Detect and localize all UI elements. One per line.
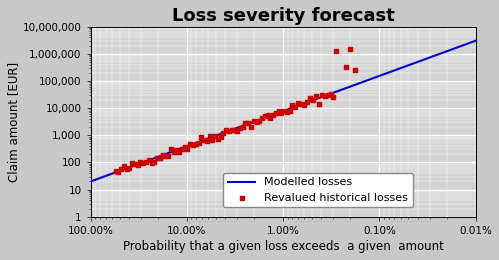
Revalued historical losses: [346, 47, 354, 51]
Revalued historical losses: [189, 143, 197, 147]
Modelled losses: [290, 106, 296, 109]
Revalued historical losses: [286, 109, 294, 113]
Revalued historical losses: [203, 139, 211, 143]
Revalued historical losses: [242, 121, 250, 125]
Revalued historical losses: [306, 96, 314, 100]
Revalued historical losses: [142, 160, 150, 164]
Revalued historical losses: [351, 68, 359, 72]
Revalued historical losses: [228, 128, 236, 132]
Revalued historical losses: [323, 93, 331, 98]
Revalued historical losses: [309, 98, 317, 102]
Revalued historical losses: [222, 128, 230, 132]
Revalued historical losses: [269, 113, 277, 118]
Revalued historical losses: [153, 156, 161, 160]
Revalued historical losses: [277, 111, 285, 115]
Revalued historical losses: [214, 137, 222, 141]
Revalued historical losses: [294, 101, 302, 106]
Revalued historical losses: [220, 131, 228, 135]
Revalued historical losses: [244, 121, 252, 125]
Revalued historical losses: [318, 93, 326, 97]
Modelled losses: [264, 115, 270, 119]
Revalued historical losses: [288, 104, 296, 108]
Revalued historical losses: [312, 94, 320, 98]
Revalued historical losses: [258, 115, 266, 120]
Revalued historical losses: [134, 163, 142, 167]
Revalued historical losses: [321, 94, 329, 98]
Revalued historical losses: [175, 150, 183, 154]
Revalued historical losses: [261, 114, 269, 118]
Revalued historical losses: [128, 161, 136, 165]
Revalued historical losses: [164, 154, 172, 158]
Revalued historical losses: [197, 135, 205, 139]
Revalued historical losses: [326, 92, 334, 96]
Revalued historical losses: [145, 158, 153, 162]
Revalued historical losses: [329, 95, 337, 99]
Revalued historical losses: [303, 100, 311, 104]
Revalued historical losses: [283, 110, 291, 114]
Revalued historical losses: [315, 102, 323, 106]
Line: Modelled losses: Modelled losses: [91, 41, 476, 181]
Revalued historical losses: [156, 156, 164, 160]
Revalued historical losses: [332, 49, 340, 53]
X-axis label: Probability that a given loss exceeds  a given  amount: Probability that a given loss exceeds a …: [123, 240, 444, 253]
Revalued historical losses: [114, 170, 122, 174]
Revalued historical losses: [120, 164, 128, 168]
Revalued historical losses: [139, 161, 147, 165]
Revalued historical losses: [123, 167, 131, 171]
Revalued historical losses: [250, 119, 258, 123]
Revalued historical losses: [131, 161, 139, 166]
Revalued historical losses: [225, 128, 233, 133]
Revalued historical losses: [181, 145, 189, 149]
Revalued historical losses: [252, 120, 260, 124]
Revalued historical losses: [137, 160, 145, 164]
Revalued historical losses: [150, 160, 158, 164]
Revalued historical losses: [184, 146, 192, 151]
Revalued historical losses: [211, 133, 219, 138]
Revalued historical losses: [125, 166, 133, 170]
Revalued historical losses: [208, 138, 216, 142]
Revalued historical losses: [159, 152, 167, 157]
Revalued historical losses: [117, 167, 125, 171]
Modelled losses: [473, 39, 479, 42]
Revalued historical losses: [161, 154, 169, 158]
Revalued historical losses: [272, 111, 280, 115]
Revalued historical losses: [186, 142, 194, 146]
Revalued historical losses: [291, 105, 299, 109]
Revalued historical losses: [266, 115, 274, 120]
Y-axis label: Claim amount [EUR]: Claim amount [EUR]: [7, 62, 20, 182]
Revalued historical losses: [255, 119, 263, 123]
Revalued historical losses: [236, 126, 244, 131]
Revalued historical losses: [173, 148, 181, 152]
Revalued historical losses: [195, 141, 203, 145]
Revalued historical losses: [206, 134, 214, 138]
Revalued historical losses: [148, 161, 156, 165]
Modelled losses: [157, 154, 163, 158]
Revalued historical losses: [167, 147, 175, 151]
Revalued historical losses: [239, 125, 247, 129]
Revalued historical losses: [200, 138, 208, 142]
Revalued historical losses: [300, 103, 308, 107]
Revalued historical losses: [247, 125, 255, 129]
Revalued historical losses: [263, 113, 271, 117]
Title: Loss severity forecast: Loss severity forecast: [172, 7, 395, 25]
Revalued historical losses: [274, 109, 282, 113]
Revalued historical losses: [170, 150, 178, 154]
Revalued historical losses: [178, 147, 186, 151]
Revalued historical losses: [342, 65, 350, 69]
Legend: Modelled losses, Revalued historical losses: Modelled losses, Revalued historical los…: [223, 173, 413, 207]
Revalued historical losses: [297, 102, 305, 106]
Revalued historical losses: [288, 103, 296, 107]
Revalued historical losses: [192, 142, 200, 146]
Revalued historical losses: [231, 127, 239, 132]
Revalued historical losses: [280, 109, 288, 113]
Modelled losses: [88, 180, 94, 183]
Revalued historical losses: [217, 135, 225, 139]
Modelled losses: [97, 177, 103, 180]
Revalued historical losses: [112, 169, 120, 173]
Revalued historical losses: [233, 129, 241, 133]
Modelled losses: [244, 123, 250, 126]
Modelled losses: [287, 107, 293, 110]
